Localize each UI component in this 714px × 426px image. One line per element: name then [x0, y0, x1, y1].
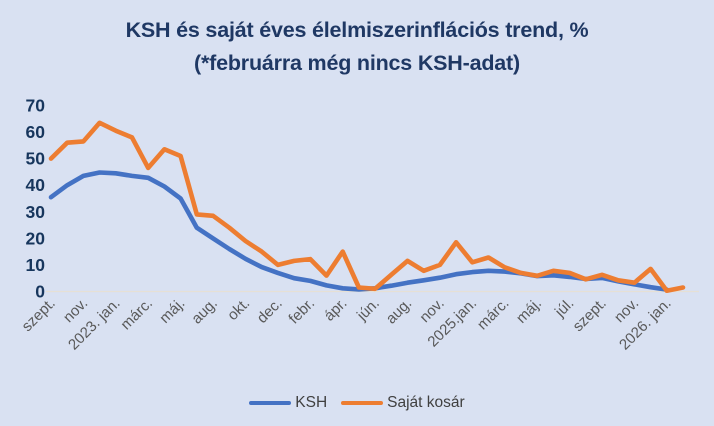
x-axis-category-label: márc.	[474, 295, 513, 334]
ksh-line-swatch	[249, 400, 292, 406]
x-axis-category-label: okt.	[224, 295, 253, 324]
x-axis-category-label: máj.	[156, 295, 188, 327]
chart-legend: KSH Saját kosár	[0, 394, 714, 412]
y-axis-tick-label: 50	[26, 149, 46, 169]
y-axis-tick-label: 10	[26, 255, 46, 275]
y-axis-tick-label: 40	[26, 175, 46, 195]
chart-subtitle: (*februárra még nincs KSH-adat)	[194, 51, 520, 75]
x-axis-category-label: febr.	[285, 295, 318, 328]
sajat-kosar-line-swatch	[341, 400, 384, 406]
y-axis-tick-label: 20	[26, 228, 46, 248]
y-axis-tick-label: 30	[26, 202, 46, 222]
legend-item-ksh: KSH	[249, 394, 327, 412]
x-axis-category-label: aug.	[188, 295, 221, 328]
chart-title-block: KSH és saját éves élelmiszerinflációs tr…	[0, 14, 714, 80]
x-axis-category-label: ápr.	[321, 295, 351, 325]
series-line-ksh	[48, 170, 670, 292]
x-axis-category-label: szept.	[570, 295, 610, 335]
x-axis-category-label: aug.	[383, 295, 416, 328]
legend-item-sajat-kosar: Saját kosár	[341, 394, 465, 412]
y-axis-tick-label: 60	[26, 122, 46, 142]
y-axis-tick-label: 0	[35, 282, 45, 302]
x-axis-category-label: dec.	[254, 295, 286, 327]
x-axis-category-label: máj.	[513, 295, 545, 327]
x-axis-category-label: jún.	[353, 295, 383, 325]
y-axis-tick-label: 70	[26, 96, 46, 116]
x-axis-category-label: márc.	[117, 295, 156, 334]
ksh-legend-label: KSH	[295, 394, 328, 411]
sajat-kosar-legend-label: Saját kosár	[387, 394, 465, 411]
chart-title: KSH és saját éves élelmiszerinflációs tr…	[125, 18, 589, 42]
x-axis-category-label: júl.	[551, 295, 577, 321]
series-line-sajat-kosar	[48, 120, 686, 293]
